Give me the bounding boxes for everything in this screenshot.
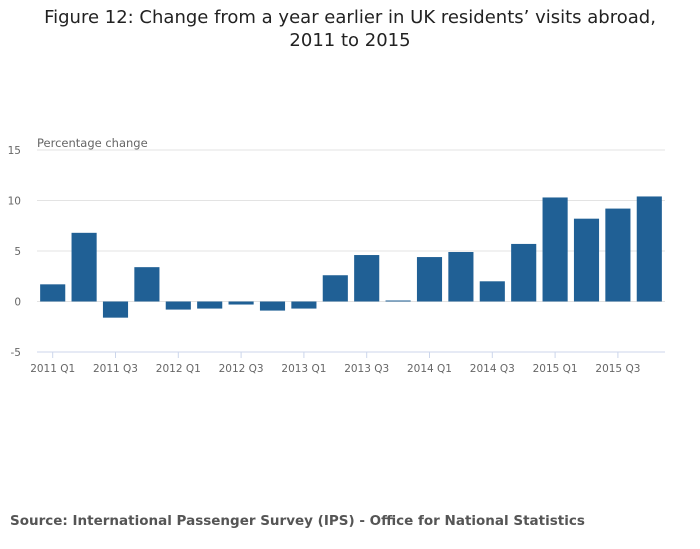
bar [605, 208, 631, 302]
bar [448, 252, 474, 302]
bar [511, 243, 537, 302]
y-tick-label: 15 [8, 145, 21, 157]
chart-title: Figure 12: Change from a year earlier in… [44, 7, 656, 51]
bar [165, 301, 191, 310]
bar [228, 301, 254, 305]
bar [479, 281, 505, 302]
bar [102, 301, 129, 318]
bar [542, 197, 568, 302]
bar [636, 196, 662, 302]
x-tick-label: 2014 Q3 [470, 363, 515, 375]
bar [197, 301, 223, 309]
bar [71, 232, 97, 302]
x-tick-label: 2014 Q1 [407, 363, 452, 375]
y-axis-label: Percentage change [37, 136, 148, 150]
x-tick-label: 2013 Q1 [281, 363, 326, 375]
bar [573, 218, 600, 302]
bar [291, 301, 317, 309]
bar [416, 257, 443, 302]
bar [322, 275, 348, 302]
bar [354, 255, 380, 302]
bar [385, 300, 411, 302]
x-tick-label: 2012 Q3 [219, 363, 264, 375]
y-tick-label: 5 [14, 246, 21, 258]
x-tick-label: 2011 Q3 [93, 363, 138, 375]
x-tick-label: 2012 Q1 [156, 363, 201, 375]
y-tick-label: -5 [11, 347, 21, 359]
bar [259, 301, 286, 311]
x-tick-label: 2015 Q1 [533, 363, 578, 375]
y-tick-label: 0 [14, 297, 21, 309]
y-tick-label: 10 [8, 196, 21, 208]
x-tick-label: 2015 Q3 [595, 363, 640, 375]
x-tick-label: 2013 Q3 [344, 363, 389, 375]
x-tick-label: 2011 Q1 [30, 363, 75, 375]
bar [134, 267, 160, 302]
bar [40, 284, 66, 302]
source-note: Source: International Passenger Survey (… [10, 513, 585, 529]
